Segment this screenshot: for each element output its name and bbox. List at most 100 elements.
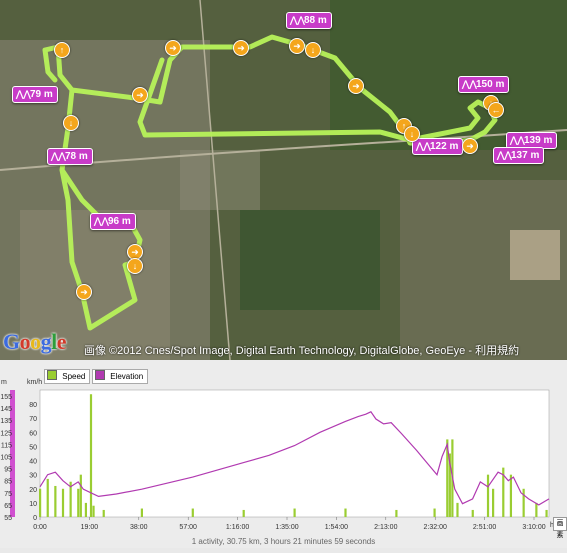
speed-bar (293, 508, 296, 517)
time-tick-label: 3:10:00 (522, 524, 545, 531)
elevation-pin-label: 122 m (430, 141, 459, 152)
speed-bar (191, 508, 194, 517)
elevation-pin[interactable]: ⋀⋀96 m (90, 213, 136, 230)
speed-bar (486, 474, 490, 517)
elevation-pin[interactable]: ⋀⋀79 m (12, 86, 58, 103)
elevation-pin-label: 139 m (524, 135, 553, 146)
speed-bar (344, 508, 347, 517)
elevation-tick-label: 155 (0, 394, 12, 401)
speed-tick-label: 40 (29, 459, 37, 466)
speed-tick-label: 0 (33, 515, 37, 522)
mountain-icon: ⋀⋀ (510, 135, 525, 145)
time-tick-label: 57:00 (179, 524, 197, 531)
elevation-tick-label: 85 (4, 479, 12, 486)
elevation-pin[interactable]: ⋀⋀150 m (458, 76, 510, 93)
plot-area (39, 389, 550, 518)
edge-label: 画素 (553, 517, 567, 539)
speed-bar (471, 509, 474, 517)
elevation-tick-label: 75 (4, 491, 12, 498)
speed-bar (456, 502, 459, 517)
speed-bar (79, 474, 82, 517)
elevation-pin-label: 137 m (511, 150, 540, 161)
elevation-tick-label: 65 (4, 503, 12, 510)
time-tick-label: 1:16:00 (226, 524, 249, 531)
elevation-pin-label: 88 m (304, 15, 327, 26)
speed-bar (77, 488, 80, 517)
elevation-pin[interactable]: ⋀⋀78 m (47, 148, 93, 165)
speed-tick-label: 70 (29, 416, 37, 423)
direction-arrow-icon: ➜ (462, 138, 478, 154)
direction-arrow-icon: ➜ (165, 40, 181, 56)
speed-bar (535, 502, 538, 517)
mountain-icon: ⋀⋀ (51, 151, 66, 161)
speed-bar (89, 394, 93, 517)
direction-arrow-icon: ➜ (233, 40, 249, 56)
speed-bar (84, 502, 88, 517)
speed-bar (69, 481, 72, 517)
speed-bar (433, 508, 436, 517)
speed-tick-label: 60 (29, 430, 37, 437)
elevation-pin[interactable]: ⋀⋀122 m (412, 138, 464, 155)
direction-arrow-icon: ➜ (132, 87, 148, 103)
elevation-tick-label: 125 (0, 430, 12, 437)
speed-tick-label: 80 (29, 402, 37, 409)
speed-bar (448, 453, 451, 517)
speed-tick-label: 10 (29, 501, 37, 508)
elevation-tick-label: 135 (0, 418, 12, 425)
elevation-pin-label: 150 m (476, 79, 505, 90)
time-tick-label: 38:00 (130, 524, 148, 531)
direction-arrow-icon: ➜ (289, 38, 305, 54)
elevation-swatch (95, 370, 105, 380)
elevation-line (39, 411, 550, 506)
time-tick-label: 1:54:00 (325, 524, 348, 531)
legend-speed[interactable]: Speed (44, 369, 91, 384)
elevation-tick-label: 145 (0, 406, 12, 413)
speed-bar (140, 508, 143, 517)
mountain-icon: ⋀⋀ (497, 150, 512, 160)
direction-arrow-icon: ➜ (76, 284, 92, 300)
elevation-axis-bar (10, 390, 15, 517)
speed-bar (92, 505, 95, 517)
speed-tick-label: 50 (29, 444, 37, 451)
legend-elevation-label: Elevation (110, 372, 144, 381)
speed-bar (102, 509, 105, 517)
elevation-tick-label: 115 (1, 442, 12, 449)
speed-bar (395, 509, 398, 517)
speed-bar (61, 488, 65, 517)
speed-bar (54, 485, 57, 517)
speed-bar (242, 509, 245, 517)
speed-tick-label: 30 (29, 473, 37, 480)
mountain-icon: ⋀⋀ (416, 141, 431, 151)
speed-bar (545, 509, 548, 517)
elevation-tick-label: 55 (4, 515, 12, 522)
time-tick-label: 0:00 (33, 524, 47, 531)
legend-speed-label: Speed (62, 372, 86, 381)
speed-bar (492, 488, 495, 517)
time-tick-label: 19:00 (81, 524, 99, 531)
mountain-icon: ⋀⋀ (16, 89, 31, 99)
speed-bar (39, 488, 42, 517)
activity-summary: 1 activity, 30.75 km, 3 hours 21 minutes… (191, 537, 376, 546)
mountain-icon: ⋀⋀ (462, 79, 477, 89)
activity-chart[interactable]: Speed Elevation 55 65 75 85 95 105 115 125 135 14… (0, 360, 567, 548)
direction-arrow-icon: ↓ (305, 42, 321, 58)
speed-tick-label: 20 (29, 487, 37, 494)
elevation-pin-label: 79 m (30, 89, 53, 100)
time-tick-label: 1:35:00 (275, 524, 298, 531)
speed-bar (509, 474, 513, 517)
google-logo: Google (3, 329, 67, 354)
direction-arrow-icon: ↓ (404, 126, 420, 142)
direction-arrow-icon: ➜ (348, 78, 364, 94)
elevation-pin[interactable]: ⋀⋀137 m (493, 147, 545, 164)
elevation-unit-label: m (1, 379, 7, 386)
speed-bar (46, 478, 49, 517)
elevation-pin-label: 78 m (65, 151, 88, 162)
satellite-map[interactable]: Google 画像 ©2012 Cnes/Spot Image, Digital… (0, 0, 567, 360)
speed-bar (522, 488, 525, 517)
elevation-tick-label: 105 (0, 455, 12, 462)
legend-elevation[interactable]: Elevation (92, 369, 149, 384)
speed-unit-label: km/h (27, 379, 42, 386)
elevation-tick-label: 95 (4, 467, 12, 474)
elevation-pin[interactable]: ⋀⋀88 m (286, 12, 332, 29)
speed-bar (502, 467, 505, 517)
